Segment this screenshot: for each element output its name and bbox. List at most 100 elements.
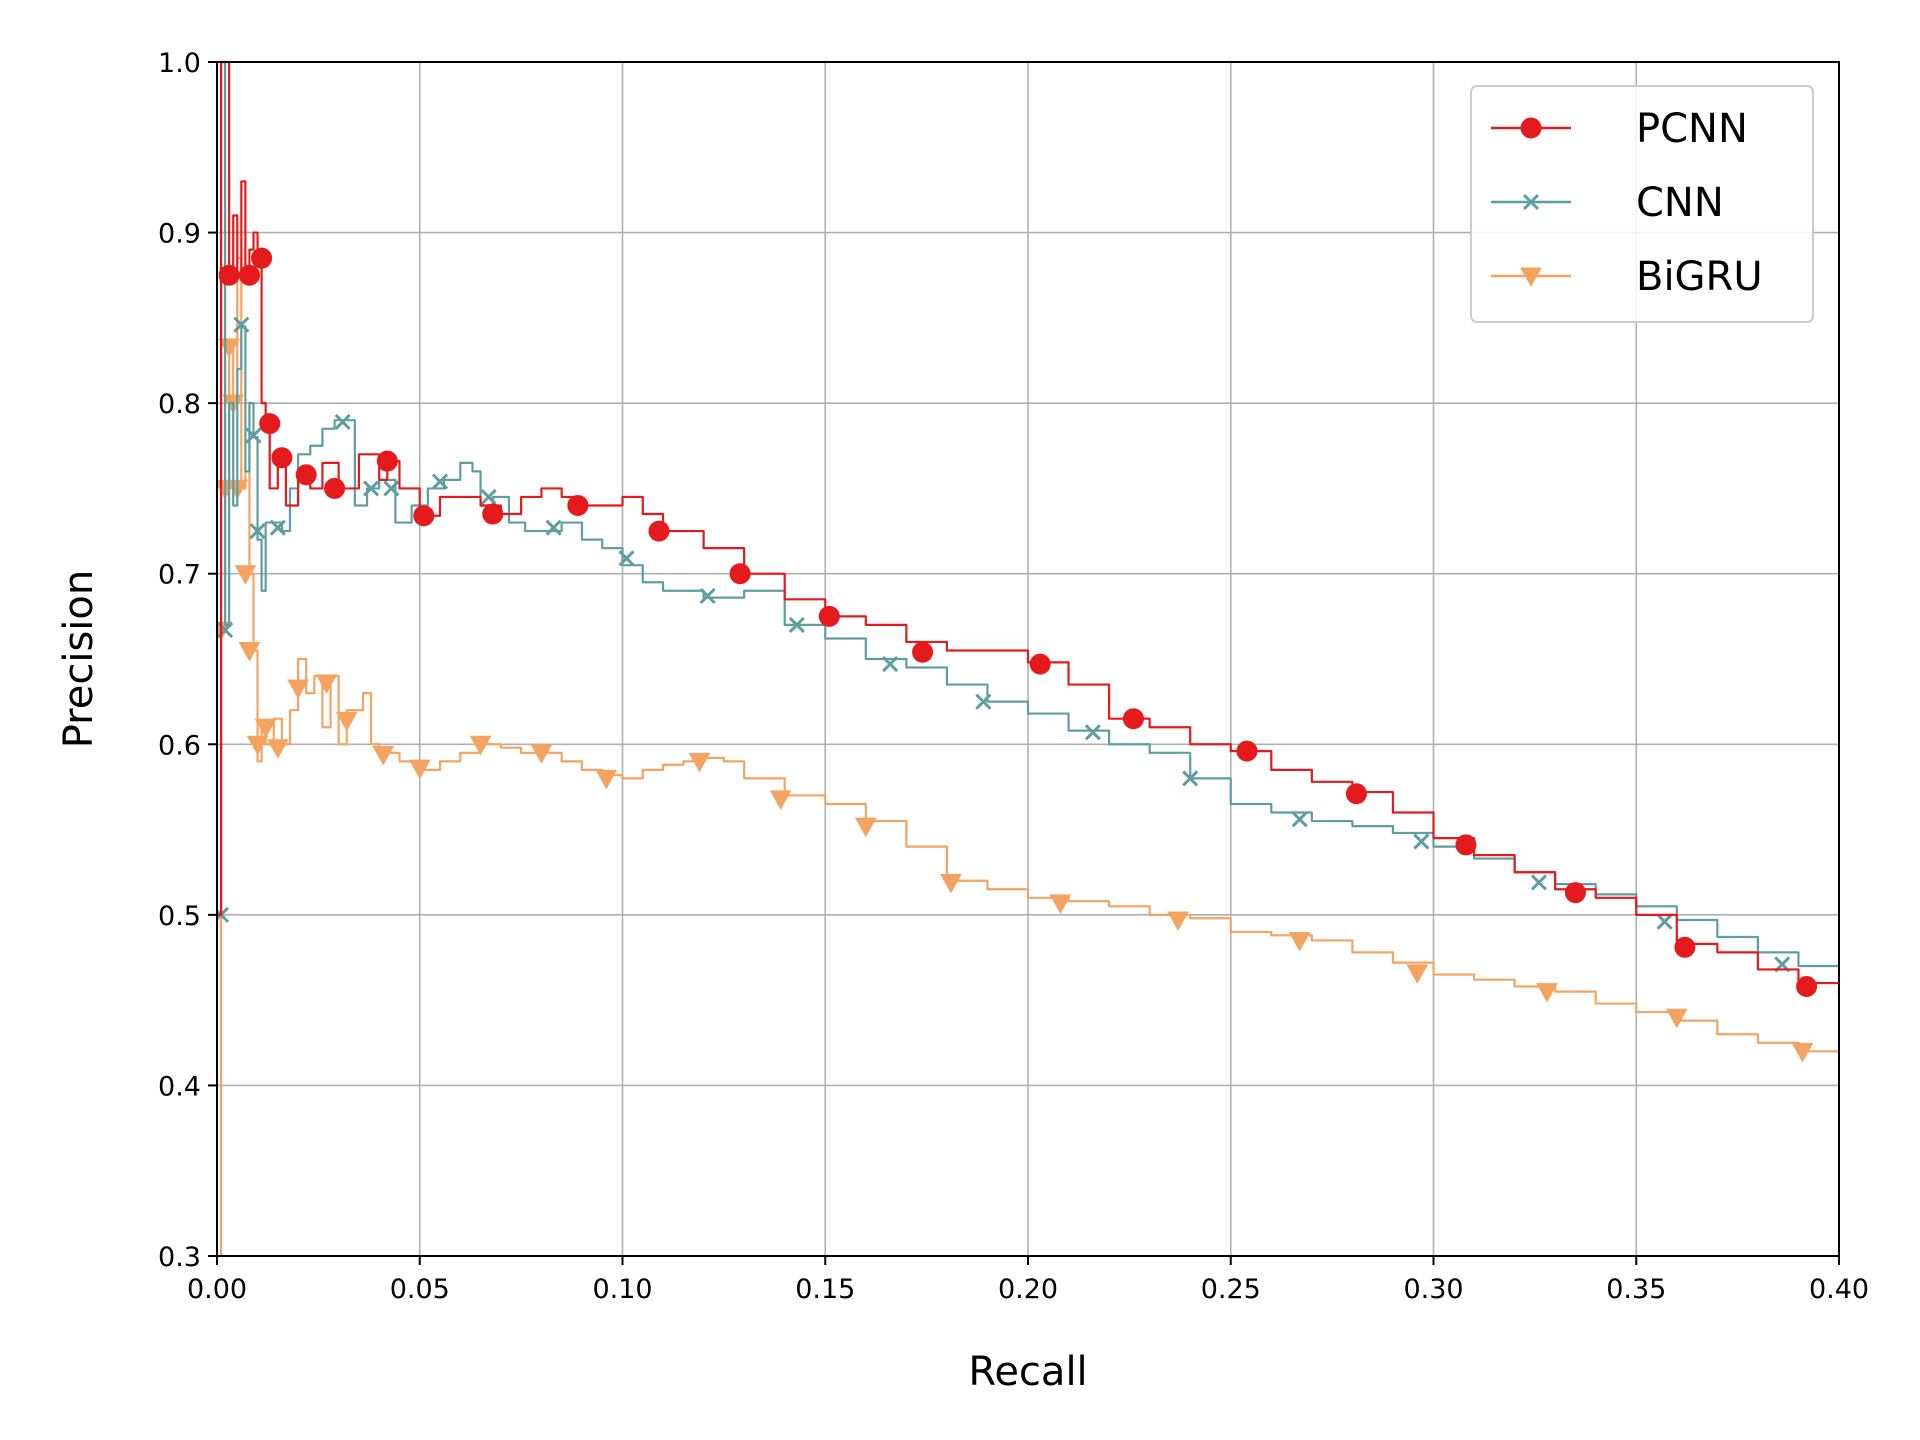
data-point-pcnn [818, 605, 840, 627]
data-point-bigru [1288, 931, 1311, 952]
y-tick-label: 0.4 [158, 1071, 201, 1102]
data-point-bigru [1406, 964, 1429, 984]
x-tick-label: 0.05 [390, 1274, 450, 1305]
series-layer [217, 60, 1839, 1256]
x-tick-label: 0.15 [795, 1274, 855, 1305]
y-tick-label: 0.8 [158, 389, 201, 420]
data-point-bigru [315, 674, 338, 694]
data-point-bigru [238, 641, 261, 662]
legend-item-bigru: BiGRU [1491, 254, 1763, 300]
data-point-cnn [1413, 833, 1430, 850]
data-point-bigru [266, 739, 289, 759]
data-point-bigru [246, 735, 269, 756]
legend-box [1470, 85, 1814, 323]
data-point-bigru [234, 565, 257, 585]
data-point-bigru [530, 744, 553, 764]
data-point-cnn [245, 427, 262, 444]
data-point-bigru [254, 718, 277, 739]
data-point-pcnn [1236, 740, 1258, 762]
legend-label: CNN [1636, 180, 1724, 226]
data-point-cnn [431, 473, 449, 490]
x-tick-label: 0.35 [1606, 1274, 1666, 1305]
x-axis: 0.00 0.05 0.10 0.15 0.20 0.25 0.30 0.35 0.40 [187, 1256, 1869, 1305]
data-point-bigru [595, 769, 618, 790]
legend-marker [1522, 193, 1540, 211]
x-tick-label: 0.00 [187, 1274, 247, 1305]
data-point-cnn [269, 519, 286, 536]
y-tick-label: 0.6 [158, 730, 201, 761]
series-line-pcnn [217, 60, 1839, 997]
data-point-pcnn [295, 464, 317, 486]
data-point-bigru [1536, 983, 1558, 1003]
data-point-cnn [545, 519, 562, 536]
data-point-bigru [408, 759, 431, 780]
y-axis-label: Precision [56, 570, 102, 748]
data-point-pcnn [912, 641, 934, 663]
data-point-pcnn [259, 413, 281, 435]
data-point-pcnn [324, 477, 346, 499]
data-point-cnn [618, 550, 635, 567]
y-tick-label: 0.3 [158, 1242, 201, 1273]
y-axis: 0.3 0.4 0.5 0.6 0.7 0.8 0.9 1.0 [158, 48, 217, 1273]
data-point-cnn [1530, 874, 1547, 891]
x-tick-label: 0.25 [1201, 1274, 1261, 1305]
data-point-bigru [688, 752, 711, 773]
y-tick-label: 0.5 [158, 901, 201, 932]
data-point-pcnn [251, 247, 273, 269]
data-point-pcnn [482, 503, 504, 525]
data-point-pcnn [1564, 882, 1586, 904]
legend-marker [1520, 267, 1542, 288]
data-point-pcnn [1345, 783, 1367, 805]
y-tick-label: 0.7 [158, 560, 201, 591]
x-tick-label: 0.10 [592, 1274, 652, 1305]
data-point-cnn [882, 656, 899, 673]
data-point-pcnn [238, 264, 260, 286]
series-line-cnn [217, 60, 1839, 980]
data-point-bigru [1167, 911, 1189, 932]
data-point-bigru [469, 735, 492, 756]
data-point-pcnn [218, 264, 240, 286]
data-point-cnn [1182, 770, 1199, 787]
data-point-pcnn [1122, 708, 1144, 730]
legend-item-pcnn: PCNN [1491, 106, 1748, 152]
data-point-cnn [975, 693, 992, 710]
legend-marker [1520, 117, 1542, 139]
data-point-cnn [363, 480, 380, 497]
data-point-pcnn [1796, 975, 1818, 997]
x-axis-label: Recall [968, 1349, 1087, 1395]
data-point-cnn [1084, 724, 1101, 741]
y-tick-label: 1.0 [158, 48, 201, 79]
data-point-bigru [769, 790, 792, 810]
data-point-cnn [699, 587, 716, 604]
data-point-cnn [788, 616, 805, 633]
legend-label: BiGRU [1636, 254, 1763, 300]
data-point-pcnn [1455, 834, 1477, 856]
data-point-pcnn [648, 520, 670, 542]
data-point-pcnn [1029, 653, 1051, 675]
data-point-pcnn [271, 447, 293, 469]
data-point-cnn [480, 488, 497, 506]
data-point-cnn [233, 316, 250, 333]
data-point-bigru [372, 746, 395, 766]
data-point-pcnn [376, 450, 398, 472]
data-point-bigru [335, 711, 358, 732]
data-point-cnn [1291, 811, 1308, 828]
series-pcnn [217, 60, 1839, 997]
data-point-cnn [249, 523, 266, 540]
data-point-bigru [287, 679, 309, 700]
legend: PCNN CNN BiGRU [1470, 85, 1814, 323]
data-point-cnn [383, 480, 400, 497]
legend-item-cnn: CNN [1491, 180, 1724, 226]
data-point-pcnn [729, 563, 751, 585]
data-point-bigru [854, 817, 877, 838]
y-tick-label: 0.9 [158, 219, 201, 250]
data-point-bigru [940, 873, 962, 894]
data-point-bigru [1791, 1042, 1814, 1063]
data-point-pcnn [413, 505, 435, 527]
legend-label: PCNN [1636, 106, 1748, 152]
x-tick-label: 0.20 [998, 1274, 1058, 1305]
data-point-bigru [1049, 894, 1072, 914]
data-point-cnn [1656, 913, 1673, 930]
data-point-cnn [334, 413, 351, 430]
